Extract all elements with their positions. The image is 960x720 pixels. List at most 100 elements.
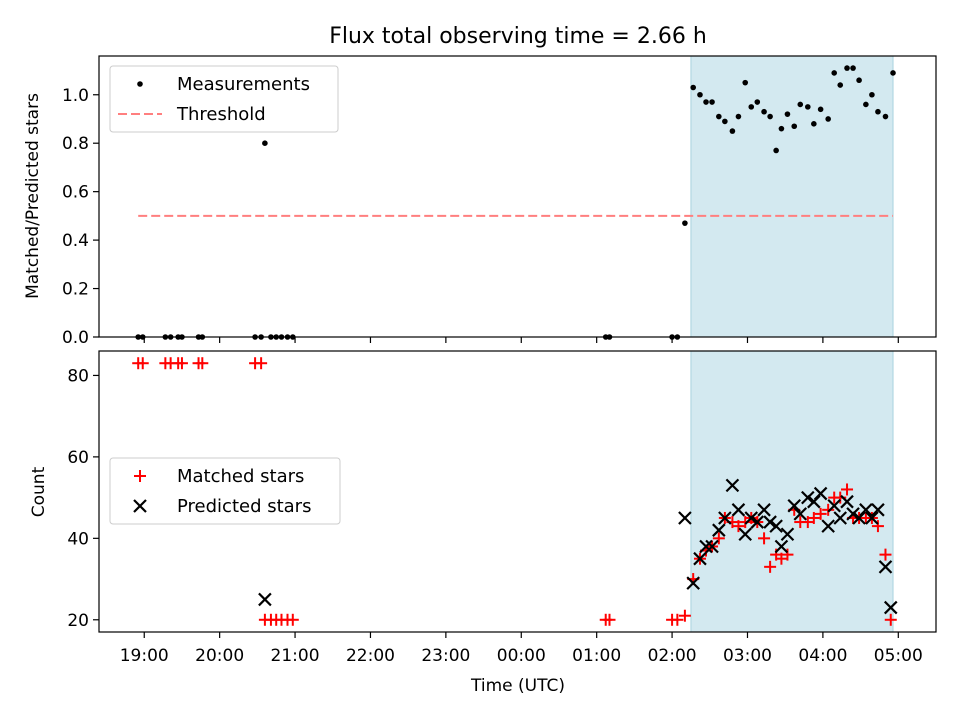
bottom-panel-y-ticks: 20 40 60 80 bbox=[67, 366, 99, 631]
measurements-point bbox=[778, 125, 785, 132]
x-tick-label: 00:00 bbox=[497, 646, 546, 666]
predicted-stars-point bbox=[744, 511, 759, 525]
x-tick-label: 03:00 bbox=[723, 646, 772, 666]
measurements-point bbox=[797, 101, 804, 108]
bottom-panel-x-ticks: 19:00 20:00 21:00 22:00 23:00 00:00 01:00 02:00… bbox=[120, 632, 923, 666]
legend-predicted-stars-label: Predicted stars bbox=[177, 496, 311, 517]
y-tick-label: 60 bbox=[67, 448, 89, 468]
measurements-point bbox=[767, 113, 773, 120]
bottom-legend-box bbox=[109, 457, 341, 525]
matched-stars-point bbox=[739, 516, 752, 529]
matched-stars-point bbox=[678, 609, 691, 622]
predicted-stars-point bbox=[725, 478, 740, 493]
matched-stars-point bbox=[764, 560, 777, 573]
matched-stars-point bbox=[136, 357, 149, 370]
predicted-stars-point bbox=[258, 592, 272, 607]
measurements-point bbox=[831, 70, 838, 76]
top-legend-box bbox=[109, 65, 339, 133]
measurements-point bbox=[856, 77, 862, 84]
bottom-legend: Matched stars Predicted stars bbox=[109, 457, 341, 525]
top-panel-x-ticks bbox=[143, 337, 899, 343]
matched-stars-point bbox=[196, 357, 209, 370]
top-panel-y-axis-label: Matched/Predicted stars bbox=[23, 93, 43, 299]
measurements-point bbox=[817, 106, 824, 113]
measurements-point bbox=[722, 118, 728, 125]
predicted-stars-point bbox=[693, 551, 707, 566]
bottom-panel-marks bbox=[132, 357, 898, 626]
x-tick-label: 05:00 bbox=[874, 646, 923, 666]
y-tick-label: 0.4 bbox=[62, 231, 89, 251]
measurements-point bbox=[875, 108, 881, 115]
predicted-stars-point bbox=[793, 507, 808, 521]
legend-matched-stars-marker bbox=[134, 470, 146, 482]
matched-stars-point bbox=[175, 357, 188, 370]
x-tick-label: 23:00 bbox=[421, 646, 470, 666]
bottom-panel-shaded-region bbox=[690, 350, 894, 633]
top-panel-marks bbox=[135, 65, 896, 340]
matched-stars-point bbox=[807, 511, 820, 524]
matched-stars-point bbox=[286, 613, 299, 626]
predicted-stars-point bbox=[801, 490, 815, 505]
measurements-point bbox=[262, 140, 268, 147]
measurements-point bbox=[682, 220, 688, 226]
measurements-point bbox=[697, 91, 703, 98]
x-tick-label: 01:00 bbox=[572, 646, 621, 666]
measurements-point bbox=[825, 116, 831, 122]
y-tick-label: 0.0 bbox=[62, 328, 89, 348]
bottom-panel-y-axis-label: Count bbox=[29, 466, 49, 517]
y-tick-label: 0.6 bbox=[62, 183, 89, 203]
predicted-stars-point bbox=[883, 600, 898, 615]
top-panel: 0.0 0.2 0.4 0.6 0.8 1.0 Matched/Predicted sta… bbox=[23, 55, 937, 348]
top-panel-frame bbox=[98, 55, 937, 338]
predicted-stars-point bbox=[840, 494, 854, 509]
predicted-stars-point bbox=[833, 511, 848, 525]
y-tick-label: 80 bbox=[67, 366, 89, 386]
y-tick-label: 0.8 bbox=[62, 134, 89, 154]
x-tick-label: 21:00 bbox=[271, 646, 320, 666]
predicted-stars-point bbox=[699, 539, 713, 554]
legend-threshold-label: Threshold bbox=[176, 104, 266, 125]
legend-measurements-marker bbox=[137, 81, 143, 87]
measurements-point bbox=[791, 123, 798, 130]
matched-stars-point bbox=[671, 613, 684, 626]
predicted-stars-point bbox=[787, 498, 802, 513]
matched-stars-point bbox=[841, 483, 854, 496]
predicted-stars-point bbox=[865, 511, 879, 525]
y-tick-label: 0.2 bbox=[62, 280, 89, 300]
measurements-point bbox=[844, 65, 850, 71]
measurements-point bbox=[761, 108, 767, 115]
matched-stars-point bbox=[822, 503, 835, 516]
predicted-stars-point bbox=[827, 498, 841, 513]
measurements-point bbox=[837, 82, 844, 88]
measurements-point bbox=[882, 113, 889, 120]
predicted-stars-point bbox=[821, 519, 835, 533]
measurements-point bbox=[690, 84, 696, 91]
measurements-point bbox=[729, 128, 736, 134]
matched-stars-point bbox=[758, 532, 771, 545]
y-tick-label: 20 bbox=[67, 611, 89, 631]
measurements-point bbox=[754, 99, 761, 105]
predicted-stars-point bbox=[678, 511, 692, 525]
y-tick-label: 40 bbox=[67, 529, 89, 549]
measurements-point bbox=[716, 113, 722, 120]
predicted-stars-point bbox=[780, 527, 795, 542]
measurements-point bbox=[811, 121, 817, 127]
predicted-stars-point bbox=[718, 511, 732, 525]
measurements-point bbox=[748, 104, 755, 110]
measurements-point bbox=[773, 147, 779, 154]
top-panel-shaded-region bbox=[690, 55, 894, 338]
matched-stars-point bbox=[255, 357, 268, 370]
x-axis-label: Time (UTC) bbox=[470, 676, 565, 696]
x-tick-label: 20:00 bbox=[195, 646, 244, 666]
predicted-stars-point bbox=[846, 507, 860, 521]
measurements-point bbox=[863, 101, 869, 108]
bottom-panel: 20 40 60 80 19:00 20:00 21:00 22:00 23:00 00:00 0… bbox=[29, 350, 937, 666]
matched-stars-point bbox=[781, 548, 794, 561]
matched-stars-point bbox=[801, 516, 814, 529]
legend-predicted-stars-marker bbox=[133, 499, 147, 513]
measurements-point bbox=[735, 113, 742, 120]
matched-stars-point bbox=[879, 548, 892, 561]
matched-stars-point bbox=[603, 613, 616, 626]
measurements-point bbox=[805, 104, 811, 110]
